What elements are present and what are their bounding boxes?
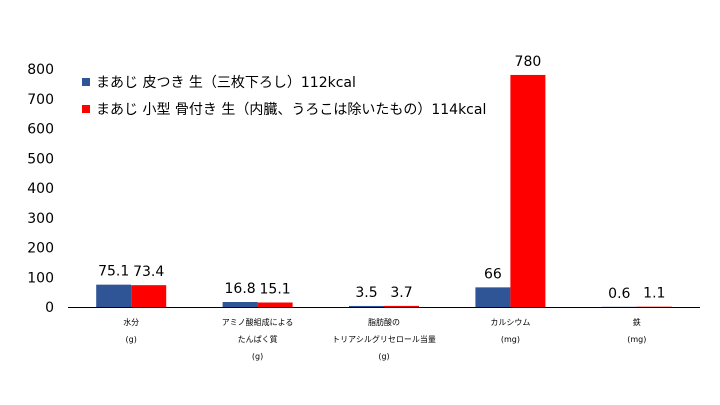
data-label: 66	[484, 266, 502, 282]
data-label: 3.5	[355, 285, 377, 301]
y-tick-label: 0	[45, 300, 54, 316]
bar-series-1	[349, 305, 384, 307]
bar-series-2	[510, 74, 546, 307]
y-tick-label: 400	[27, 181, 54, 197]
y-tick-label: 100	[27, 270, 54, 286]
category-label: 鉄	[633, 317, 641, 327]
data-label: 780	[515, 54, 542, 70]
legend: まあじ 皮つき 生（三枚下ろし）112kcal まあじ 小型 骨付き 生（内臓、う…	[82, 75, 486, 118]
category-label: 脂肪酸の	[368, 317, 400, 327]
legend-label: まあじ 皮つき 生（三枚下ろし）112kcal	[96, 75, 356, 91]
y-tick-label: 300	[27, 211, 54, 227]
y-tick-label: 800	[27, 62, 54, 78]
bar-series-2	[131, 285, 167, 307]
bar-series-2	[384, 305, 419, 307]
category-label: (g)	[126, 335, 137, 344]
data-label: 1.1	[643, 286, 665, 302]
bar-series-1	[96, 284, 132, 307]
category-label: トリアシルグリセロール当量	[332, 334, 436, 344]
category-label: アミノ酸組成による	[222, 317, 294, 327]
bar-series-2	[257, 302, 293, 307]
y-tick-label: 200	[27, 241, 54, 257]
data-label: 3.7	[390, 285, 412, 301]
y-axis-ticks: 0 100 200 300 400 500 600 700 800	[27, 62, 54, 316]
bar-series-1	[475, 287, 511, 307]
data-label: 15.1	[260, 282, 291, 298]
y-tick-label: 500	[27, 151, 54, 167]
y-tick-label: 700	[27, 92, 54, 108]
category-label: カルシウム	[490, 318, 530, 327]
legend-swatch	[82, 78, 90, 86]
data-label: 75.1	[98, 264, 129, 280]
category-label: (mg)	[627, 335, 646, 344]
category-label: (g)	[378, 352, 389, 361]
data-label: 16.8	[225, 281, 256, 297]
data-labels: 75.1 16.8 3.5 66 0.6 73.4 15.1 3.7 780 1.1	[98, 54, 665, 302]
category-label: (g)	[252, 352, 263, 361]
bar-series-1	[222, 302, 258, 307]
category-label: 水分	[123, 317, 139, 327]
data-label: 73.4	[133, 264, 164, 280]
bars	[96, 74, 672, 307]
legend-swatch	[82, 105, 90, 113]
category-label: たんぱく質	[238, 334, 278, 344]
data-label: 0.6	[608, 286, 630, 302]
y-tick-label: 600	[27, 122, 54, 138]
category-label: (mg)	[501, 335, 520, 344]
legend-label: まあじ 小型 骨付き 生（内臓、うろこは除いたもの）114kcal	[96, 102, 486, 118]
